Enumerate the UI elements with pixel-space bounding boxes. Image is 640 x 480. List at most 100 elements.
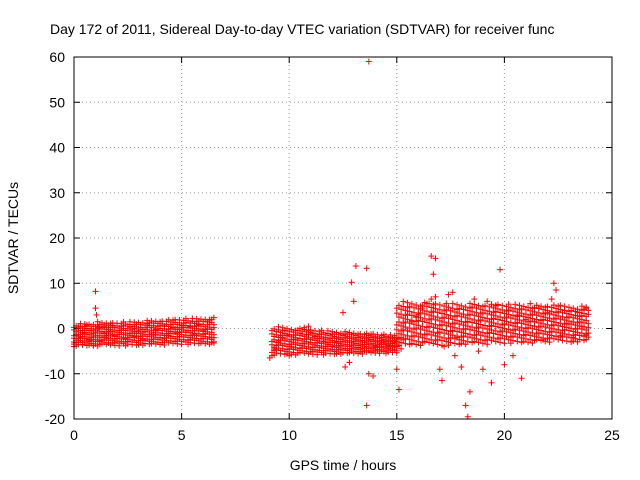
data-point (376, 341, 383, 348)
data-point (389, 343, 396, 350)
data-point (348, 279, 355, 286)
data-point (135, 327, 142, 334)
data-point (165, 332, 172, 339)
data-point (430, 271, 437, 278)
data-point (77, 334, 84, 341)
data-point (393, 366, 400, 373)
data-point (423, 300, 430, 307)
y-tick-label: 50 (49, 94, 65, 110)
data-point (352, 263, 359, 270)
data-point (305, 323, 312, 330)
data-point (88, 327, 95, 334)
data-point (337, 342, 344, 349)
data-point (583, 305, 590, 312)
data-point (103, 334, 110, 341)
x-tick-label: 25 (604, 427, 620, 443)
y-tick-label: 20 (49, 230, 65, 246)
data-point (266, 354, 273, 361)
data-point (488, 379, 495, 386)
x-tick-label: 20 (497, 427, 513, 443)
data-point (111, 332, 118, 339)
data-point (484, 298, 491, 305)
data-point (144, 321, 151, 328)
data-point (445, 291, 452, 298)
data-point (518, 375, 525, 382)
data-point (275, 339, 282, 346)
data-point (286, 352, 293, 359)
data-point (350, 298, 357, 305)
data-point (475, 348, 482, 355)
data-point (187, 323, 194, 330)
data-point (367, 348, 374, 355)
data-point (454, 334, 461, 341)
data-point (139, 336, 146, 343)
data-point (279, 334, 286, 341)
data-point (355, 344, 362, 351)
data-point (169, 324, 176, 331)
data-point (81, 330, 88, 337)
data-point (531, 318, 538, 325)
y-tick-label: 10 (49, 275, 65, 291)
data-point (105, 339, 112, 346)
data-point (565, 320, 572, 327)
data-point (548, 296, 555, 303)
data-point (359, 341, 366, 348)
plot-frame (73, 56, 613, 420)
x-axis-title: GPS time / hours (290, 457, 397, 473)
x-tick-label: 15 (389, 427, 405, 443)
data-point (492, 302, 499, 309)
data-point (292, 336, 299, 343)
data-point (157, 334, 164, 341)
data-point (342, 363, 349, 370)
data-point (92, 305, 99, 312)
data-point (432, 255, 439, 262)
data-point (333, 339, 340, 346)
data-point (301, 324, 308, 331)
data-point (583, 332, 590, 339)
data-point (428, 253, 435, 260)
dense-point-band (393, 298, 592, 350)
data-point (363, 265, 370, 272)
y-tick-label: 40 (49, 140, 65, 156)
data-point (312, 333, 319, 340)
data-point (208, 334, 215, 341)
data-marks (71, 58, 592, 420)
data-point (210, 339, 217, 346)
data-point (92, 288, 99, 295)
x-tick-label: 10 (281, 427, 297, 443)
data-point (434, 330, 441, 337)
data-point (284, 332, 291, 339)
x-tick-label: 0 (70, 427, 78, 443)
data-point (98, 330, 105, 337)
data-point (400, 336, 407, 343)
data-point (510, 352, 517, 359)
data-point (370, 373, 377, 380)
data-point (550, 280, 557, 287)
data-point (94, 318, 101, 325)
data-point (307, 329, 314, 336)
data-point (557, 332, 564, 339)
data-point (152, 326, 159, 333)
data-point (365, 370, 372, 377)
data-point (570, 334, 577, 341)
data-point (118, 327, 125, 334)
y-tick-label: 60 (49, 49, 65, 65)
data-point (346, 359, 353, 366)
data-point (288, 343, 295, 350)
data-point (466, 388, 473, 395)
y-tick-label: -20 (45, 411, 65, 427)
data-point (95, 324, 102, 331)
data-point (96, 338, 103, 345)
data-point (148, 330, 155, 337)
data-point (428, 296, 435, 303)
data-point (372, 343, 379, 350)
x-tick-label: 5 (178, 427, 186, 443)
data-point (527, 300, 534, 307)
data-point (126, 324, 133, 331)
data-point (404, 327, 411, 334)
data-point (191, 330, 198, 337)
data-point (471, 296, 478, 303)
y-axis-title: SDTVAR / TECUs (5, 182, 21, 294)
data-point (408, 318, 415, 325)
data-point (544, 309, 551, 316)
